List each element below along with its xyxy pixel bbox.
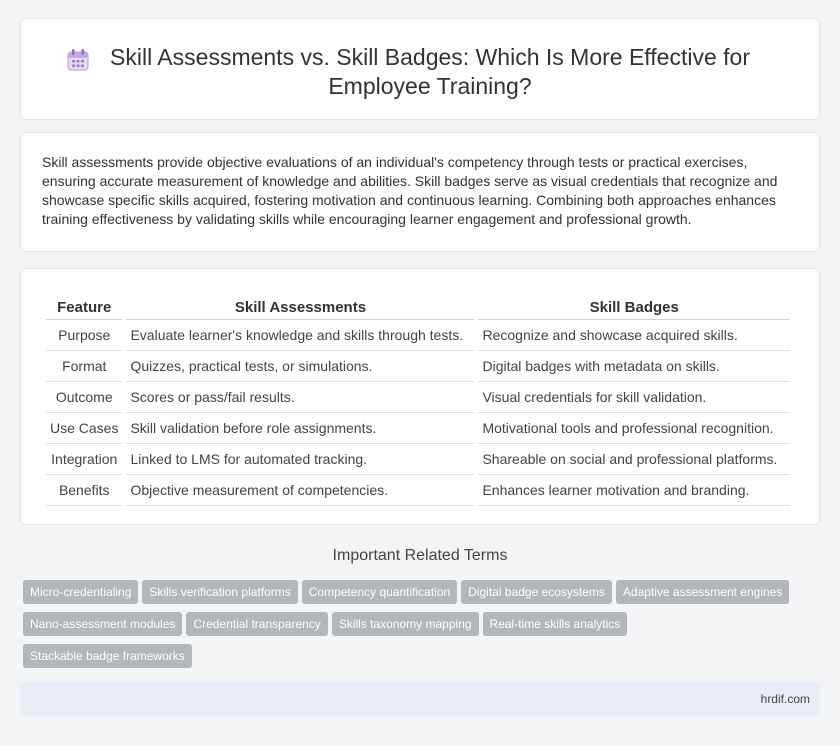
related-term-tag[interactable]: Skills verification platforms xyxy=(142,580,298,604)
table-row: Integration Linked to LMS for automated … xyxy=(46,444,790,475)
row-assessment: Skill validation before role assignments… xyxy=(126,413,475,444)
row-assessment: Linked to LMS for automated tracking. xyxy=(126,444,475,475)
row-badge: Digital badges with metadata on skills. xyxy=(478,351,790,382)
related-term-tag[interactable]: Micro-credentialing xyxy=(23,580,139,604)
row-badge: Motivational tools and professional reco… xyxy=(478,413,790,444)
table-row: Purpose Evaluate learner's knowledge and… xyxy=(46,320,790,351)
title-card: Skill Assessments vs. Skill Badges: Whic… xyxy=(20,18,820,120)
table-row: Benefits Objective measurement of compet… xyxy=(46,475,790,506)
row-feature: Use Cases xyxy=(46,413,123,444)
row-badge: Recognize and showcase acquired skills. xyxy=(478,320,790,351)
comparison-table: Feature Skill Assessments Skill Badges P… xyxy=(42,294,794,506)
related-term-tag[interactable]: Real-time skills analytics xyxy=(482,612,628,636)
related-term-tag[interactable]: Skills taxonomy mapping xyxy=(331,612,479,636)
related-term-tag[interactable]: Credential transparency xyxy=(186,612,328,636)
row-assessment: Scores or pass/fail results. xyxy=(126,382,475,413)
row-badge: Visual credentials for skill validation. xyxy=(478,382,790,413)
header-feature: Feature xyxy=(46,294,123,320)
table-row: Use Cases Skill validation before role a… xyxy=(46,413,790,444)
related-terms-list: Micro-credentialing Skills verification p… xyxy=(23,580,823,676)
related-term-tag[interactable]: Adaptive assessment engines xyxy=(615,580,790,604)
calendar-icon xyxy=(67,49,89,71)
header-skill-badges: Skill Badges xyxy=(478,294,790,320)
table-header-row: Feature Skill Assessments Skill Badges xyxy=(46,294,790,320)
intro-paragraph: Skill assessments provide objective eval… xyxy=(42,154,778,227)
footer-site-link[interactable]: hrdif.com xyxy=(760,692,810,706)
row-badge: Shareable on social and professional pla… xyxy=(478,444,790,475)
row-assessment: Evaluate learner's knowledge and skills … xyxy=(126,320,475,351)
row-badge: Enhances learner motivation and branding… xyxy=(478,475,790,506)
row-feature: Benefits xyxy=(46,475,123,506)
footer: hrdif.com xyxy=(20,682,820,716)
intro-card: Skill assessments provide objective eval… xyxy=(20,132,820,252)
header-skill-assessments: Skill Assessments xyxy=(126,294,475,320)
row-feature: Integration xyxy=(46,444,123,475)
row-feature: Outcome xyxy=(46,382,123,413)
related-term-tag[interactable]: Competency quantification xyxy=(301,580,458,604)
table-row: Format Quizzes, practical tests, or simu… xyxy=(46,351,790,382)
row-assessment: Objective measurement of competencies. xyxy=(126,475,475,506)
related-term-tag[interactable]: Stackable badge frameworks xyxy=(23,644,192,668)
related-terms-heading: Important Related Terms xyxy=(332,547,508,564)
related-term-tag[interactable]: Nano-assessment modules xyxy=(23,612,183,636)
related-term-tag[interactable]: Digital badge ecosystems xyxy=(461,580,612,604)
row-assessment: Quizzes, practical tests, or simulations… xyxy=(126,351,475,382)
table-row: Outcome Scores or pass/fail results. Vis… xyxy=(46,382,790,413)
page-title: Skill Assessments vs. Skill Badges: Whic… xyxy=(110,44,750,99)
comparison-card: Feature Skill Assessments Skill Badges P… xyxy=(20,268,820,525)
row-feature: Format xyxy=(46,351,123,382)
row-feature: Purpose xyxy=(46,320,123,351)
